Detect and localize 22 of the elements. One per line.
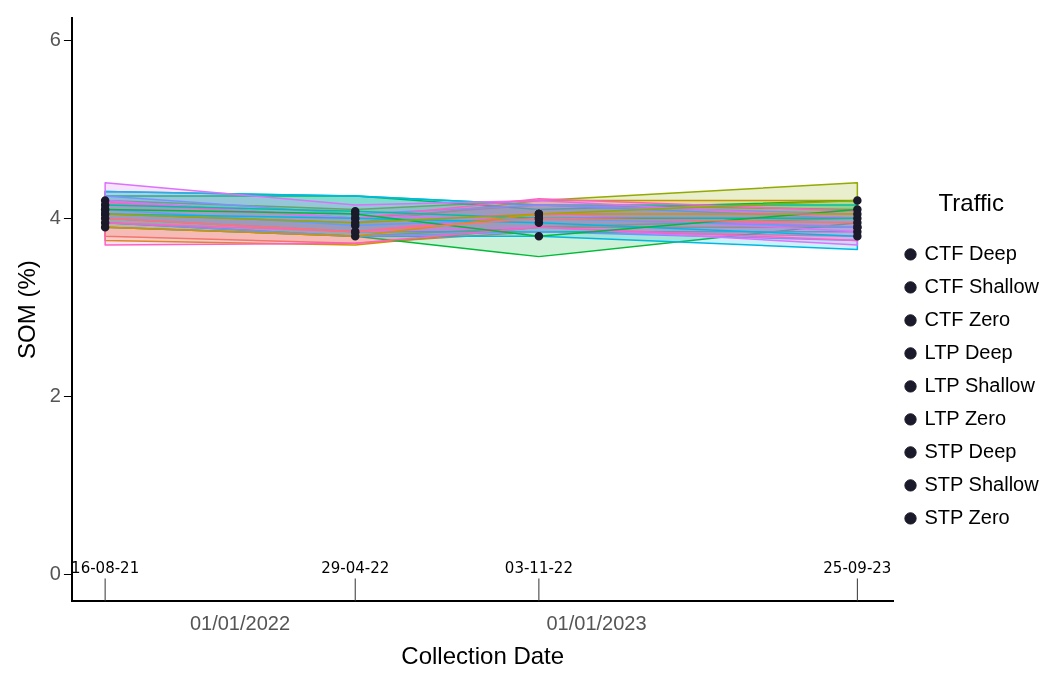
x-axis-title: Collection Date	[401, 642, 565, 670]
legend-label: STP Zero	[924, 505, 1010, 528]
legend-label: STP Shallow	[924, 472, 1040, 495]
annotation: 25-09-23	[823, 558, 892, 577]
x-tick-label: 01/01/2023	[546, 611, 647, 634]
legend-label: STP Deep	[924, 439, 1017, 462]
legend-label: CTF Shallow	[924, 274, 1040, 297]
y-tick-label: 0	[49, 562, 61, 584]
legend-label: LTP Shallow	[924, 373, 1036, 396]
legend-label: LTP Deep	[924, 340, 1013, 363]
annotation: 16-08-21	[71, 558, 140, 577]
y-tick-label: 2	[49, 383, 61, 406]
annotation: 29-04-22	[321, 558, 390, 577]
legend-title: Traffic	[938, 189, 1004, 217]
x-tick-label: 01/01/2022	[189, 611, 291, 634]
legend-label: CTF Zero	[924, 307, 1011, 330]
y-axis-title: SOM (%)	[13, 260, 41, 359]
y-tick-label: 4	[49, 205, 61, 228]
legend-label: LTP Zero	[924, 406, 1007, 429]
annotation: 03-11-22	[504, 558, 573, 577]
y-tick-label: 6	[49, 27, 61, 50]
legend-label: CTF Deep	[924, 241, 1017, 264]
